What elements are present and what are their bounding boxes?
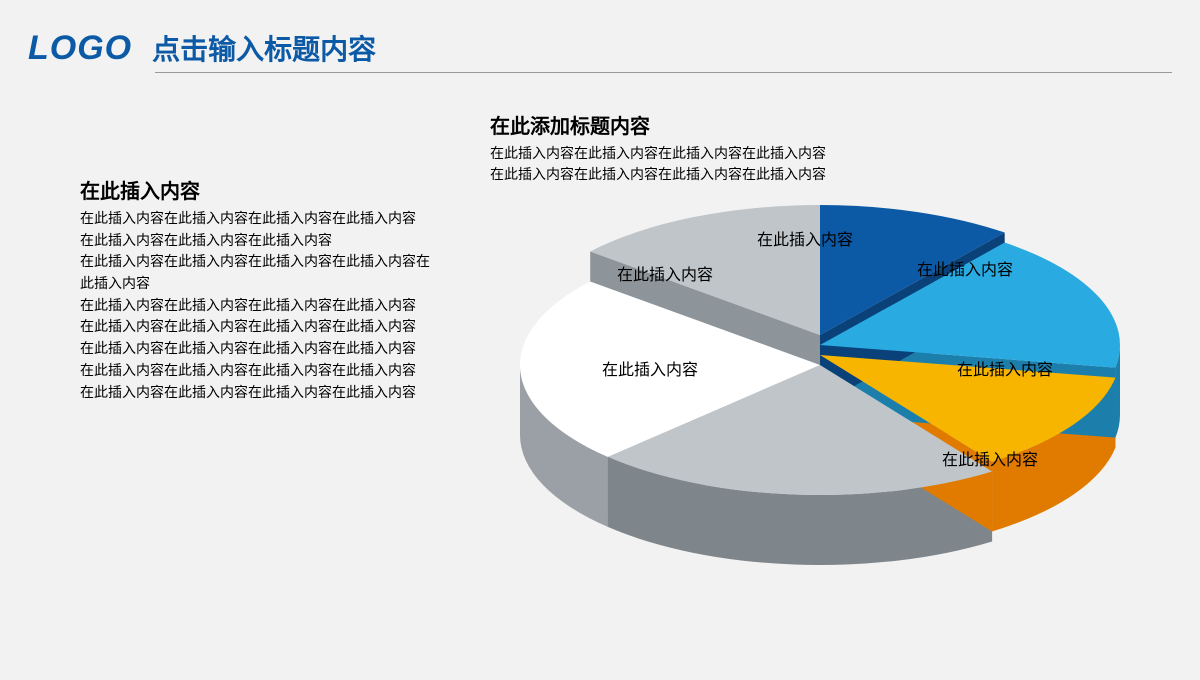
pie-slice-label: 在此插入内容 <box>602 361 698 379</box>
header-rule <box>155 72 1172 73</box>
pie-slice-label: 在此插入内容 <box>957 361 1053 379</box>
header: LOGO 点击输入标题内容 <box>28 28 1172 68</box>
top-block-title: 在此添加标题内容 <box>490 110 1050 139</box>
pie-slice-label: 在此插入内容 <box>617 266 713 284</box>
logo: LOGO <box>28 29 132 68</box>
page-title: 点击输入标题内容 <box>152 28 376 68</box>
pie-slice-label: 在此插入内容 <box>942 451 1038 469</box>
left-text-block: 在此插入内容 在此插入内容在此插入内容在此插入内容在此插入内容在此插入内容在此插… <box>80 175 440 403</box>
pie-slice-label: 在此插入内容 <box>757 231 853 249</box>
top-block-body: 在此插入内容在此插入内容在此插入内容在此插入内容在此插入内容在此插入内容在此插入… <box>490 143 1050 185</box>
left-block-body: 在此插入内容在此插入内容在此插入内容在此插入内容在此插入内容在此插入内容在此插入… <box>80 208 440 403</box>
left-block-title: 在此插入内容 <box>80 175 440 204</box>
pie-chart-svg: 在此插入内容在此插入内容在此插入内容在此插入内容在此插入内容在此插入内容 <box>460 185 1160 605</box>
top-text-block: 在此添加标题内容 在此插入内容在此插入内容在此插入内容在此插入内容在此插入内容在… <box>490 110 1050 185</box>
pie-chart-3d: 在此插入内容在此插入内容在此插入内容在此插入内容在此插入内容在此插入内容 <box>460 185 1160 605</box>
pie-slice-label: 在此插入内容 <box>917 261 1013 279</box>
